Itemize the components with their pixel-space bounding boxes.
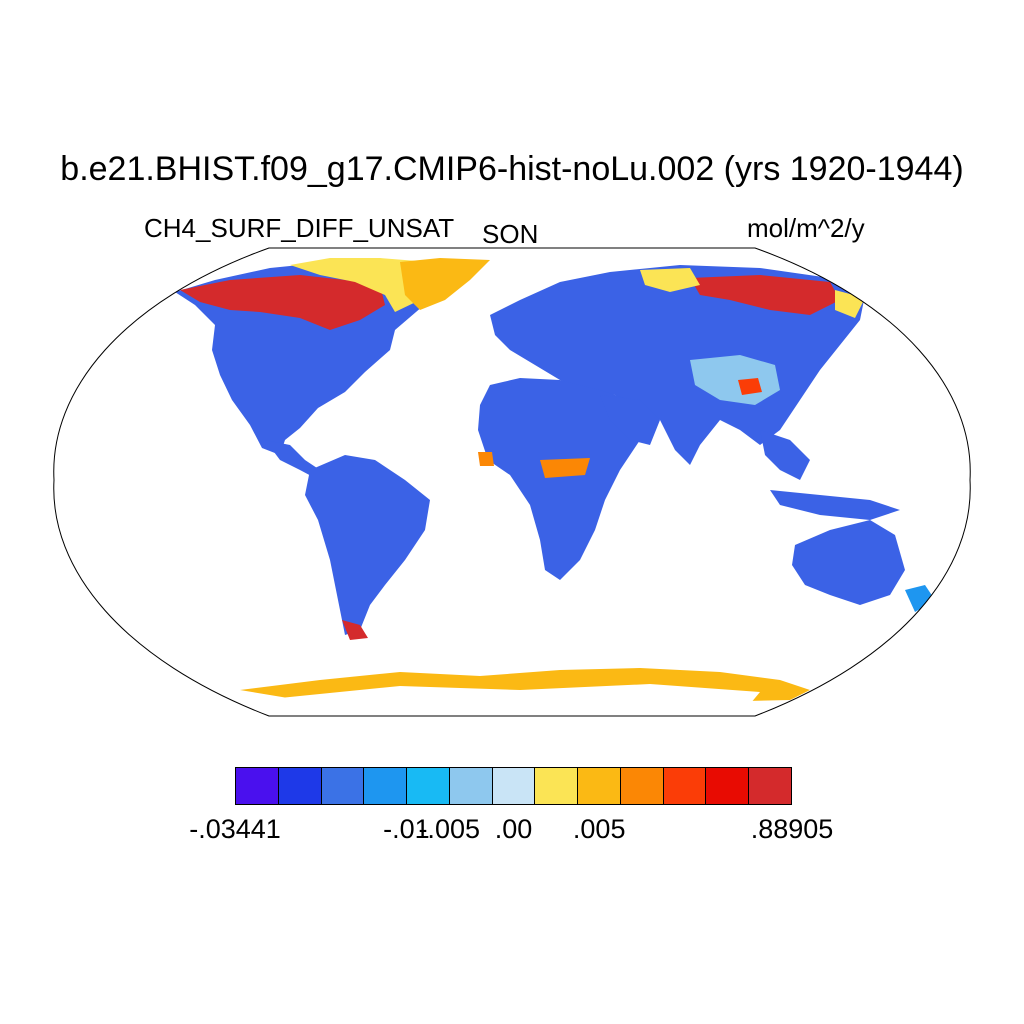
variable-label: CH4_SURF_DIFF_UNSAT bbox=[144, 213, 455, 243]
australia bbox=[792, 520, 905, 605]
colorbar-swatch-9 bbox=[620, 768, 664, 804]
colorbar-swatch-12 bbox=[749, 768, 791, 804]
antarctica-interior bbox=[260, 684, 760, 716]
new-zealand bbox=[905, 585, 935, 612]
colorbar-swatch-3 bbox=[364, 768, 408, 804]
africa bbox=[478, 378, 650, 580]
arabia bbox=[600, 395, 660, 445]
siberia-yellow bbox=[640, 268, 700, 292]
central-america bbox=[265, 440, 320, 478]
colorbar-label: -.01 bbox=[383, 814, 430, 844]
colorbar-label: -.005 bbox=[418, 814, 480, 844]
greenland bbox=[400, 258, 490, 310]
colorbar-swatch-0 bbox=[236, 768, 279, 804]
colorbar-swatch-11 bbox=[706, 768, 750, 804]
siberia-red bbox=[690, 275, 840, 315]
map-border bbox=[53, 247, 971, 717]
colorbar-swatch-5 bbox=[449, 768, 493, 804]
colorbar-swatch-8 bbox=[578, 768, 621, 804]
south-america-south bbox=[342, 620, 368, 640]
units-label: mol/m^2/y bbox=[747, 213, 865, 243]
colorbar-label: .00 bbox=[494, 814, 533, 844]
south-america bbox=[305, 455, 430, 635]
land-layer bbox=[175, 258, 935, 716]
africa-hotspot-central bbox=[540, 458, 590, 478]
north-america-tundra bbox=[180, 275, 385, 330]
indonesia bbox=[770, 490, 900, 520]
colorbar-swatch-7 bbox=[535, 768, 579, 804]
colorbar-swatch-4 bbox=[407, 768, 450, 804]
colorbar-swatch-2 bbox=[321, 768, 365, 804]
africa-hotspot-west bbox=[478, 452, 494, 466]
southeast-asia bbox=[760, 430, 810, 480]
colorbar-label: -.03441 bbox=[189, 814, 281, 844]
colorbar bbox=[235, 767, 792, 805]
eurasia bbox=[490, 265, 865, 465]
season-label: SON bbox=[482, 219, 539, 249]
tibet-hotspot bbox=[738, 378, 762, 395]
colorbar-label: .88905 bbox=[750, 814, 834, 844]
colorbar-label: .005 bbox=[572, 814, 626, 844]
colorbar-swatch-10 bbox=[663, 768, 707, 804]
plot-title: b.e21.BHIST.f09_g17.CMIP6-hist-noLu.002 … bbox=[60, 150, 964, 188]
colorbar-swatch-1 bbox=[278, 768, 322, 804]
colorbar-swatch-6 bbox=[492, 768, 536, 804]
